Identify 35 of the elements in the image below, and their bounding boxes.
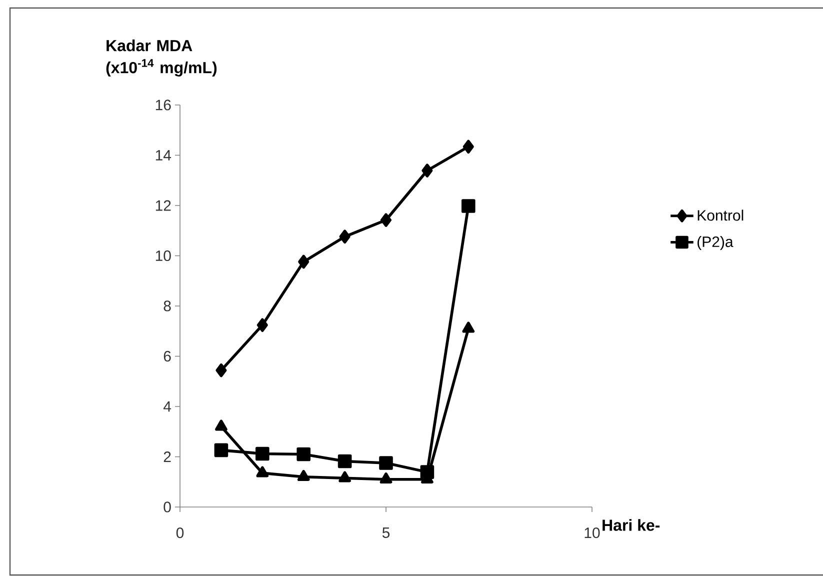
y-tick-label: 0 (164, 502, 171, 512)
point (380, 213, 392, 227)
y-tick-label: 6 (164, 350, 171, 362)
y-tick-label: 16 (156, 100, 171, 110)
y-tick-label: 14 (156, 150, 172, 160)
point (462, 322, 475, 333)
legend-label: Kontrol (698, 210, 744, 221)
x-tick-label: 0 (176, 528, 184, 538)
y-tick-label: 12 (156, 200, 171, 211)
y-tick-label: 2 (164, 451, 171, 462)
x-axis-title: Hari ke- (602, 519, 660, 531)
y-axis-title: Kadar MDA (x10$^{-14}$ mg/mL) (106, 40, 217, 77)
point (380, 472, 392, 484)
y-tick-label: 4 (163, 401, 172, 412)
legend-label: (P2)a (698, 236, 734, 250)
point (297, 470, 310, 481)
point (296, 447, 311, 462)
point (379, 456, 393, 470)
point (338, 454, 352, 468)
point (338, 471, 351, 482)
point (215, 420, 228, 431)
point (256, 446, 270, 461)
point (462, 199, 476, 213)
y-tick-label: 8 (164, 300, 171, 312)
point (214, 443, 228, 458)
point (339, 230, 350, 244)
point (216, 363, 227, 378)
point (298, 254, 310, 269)
x-tick-label: 10 (584, 528, 600, 538)
point (256, 466, 269, 478)
point (422, 164, 433, 178)
point (462, 140, 474, 154)
point (256, 318, 268, 332)
x-tick-label: 5 (382, 528, 390, 538)
y-tick-label: 10 (156, 250, 171, 262)
